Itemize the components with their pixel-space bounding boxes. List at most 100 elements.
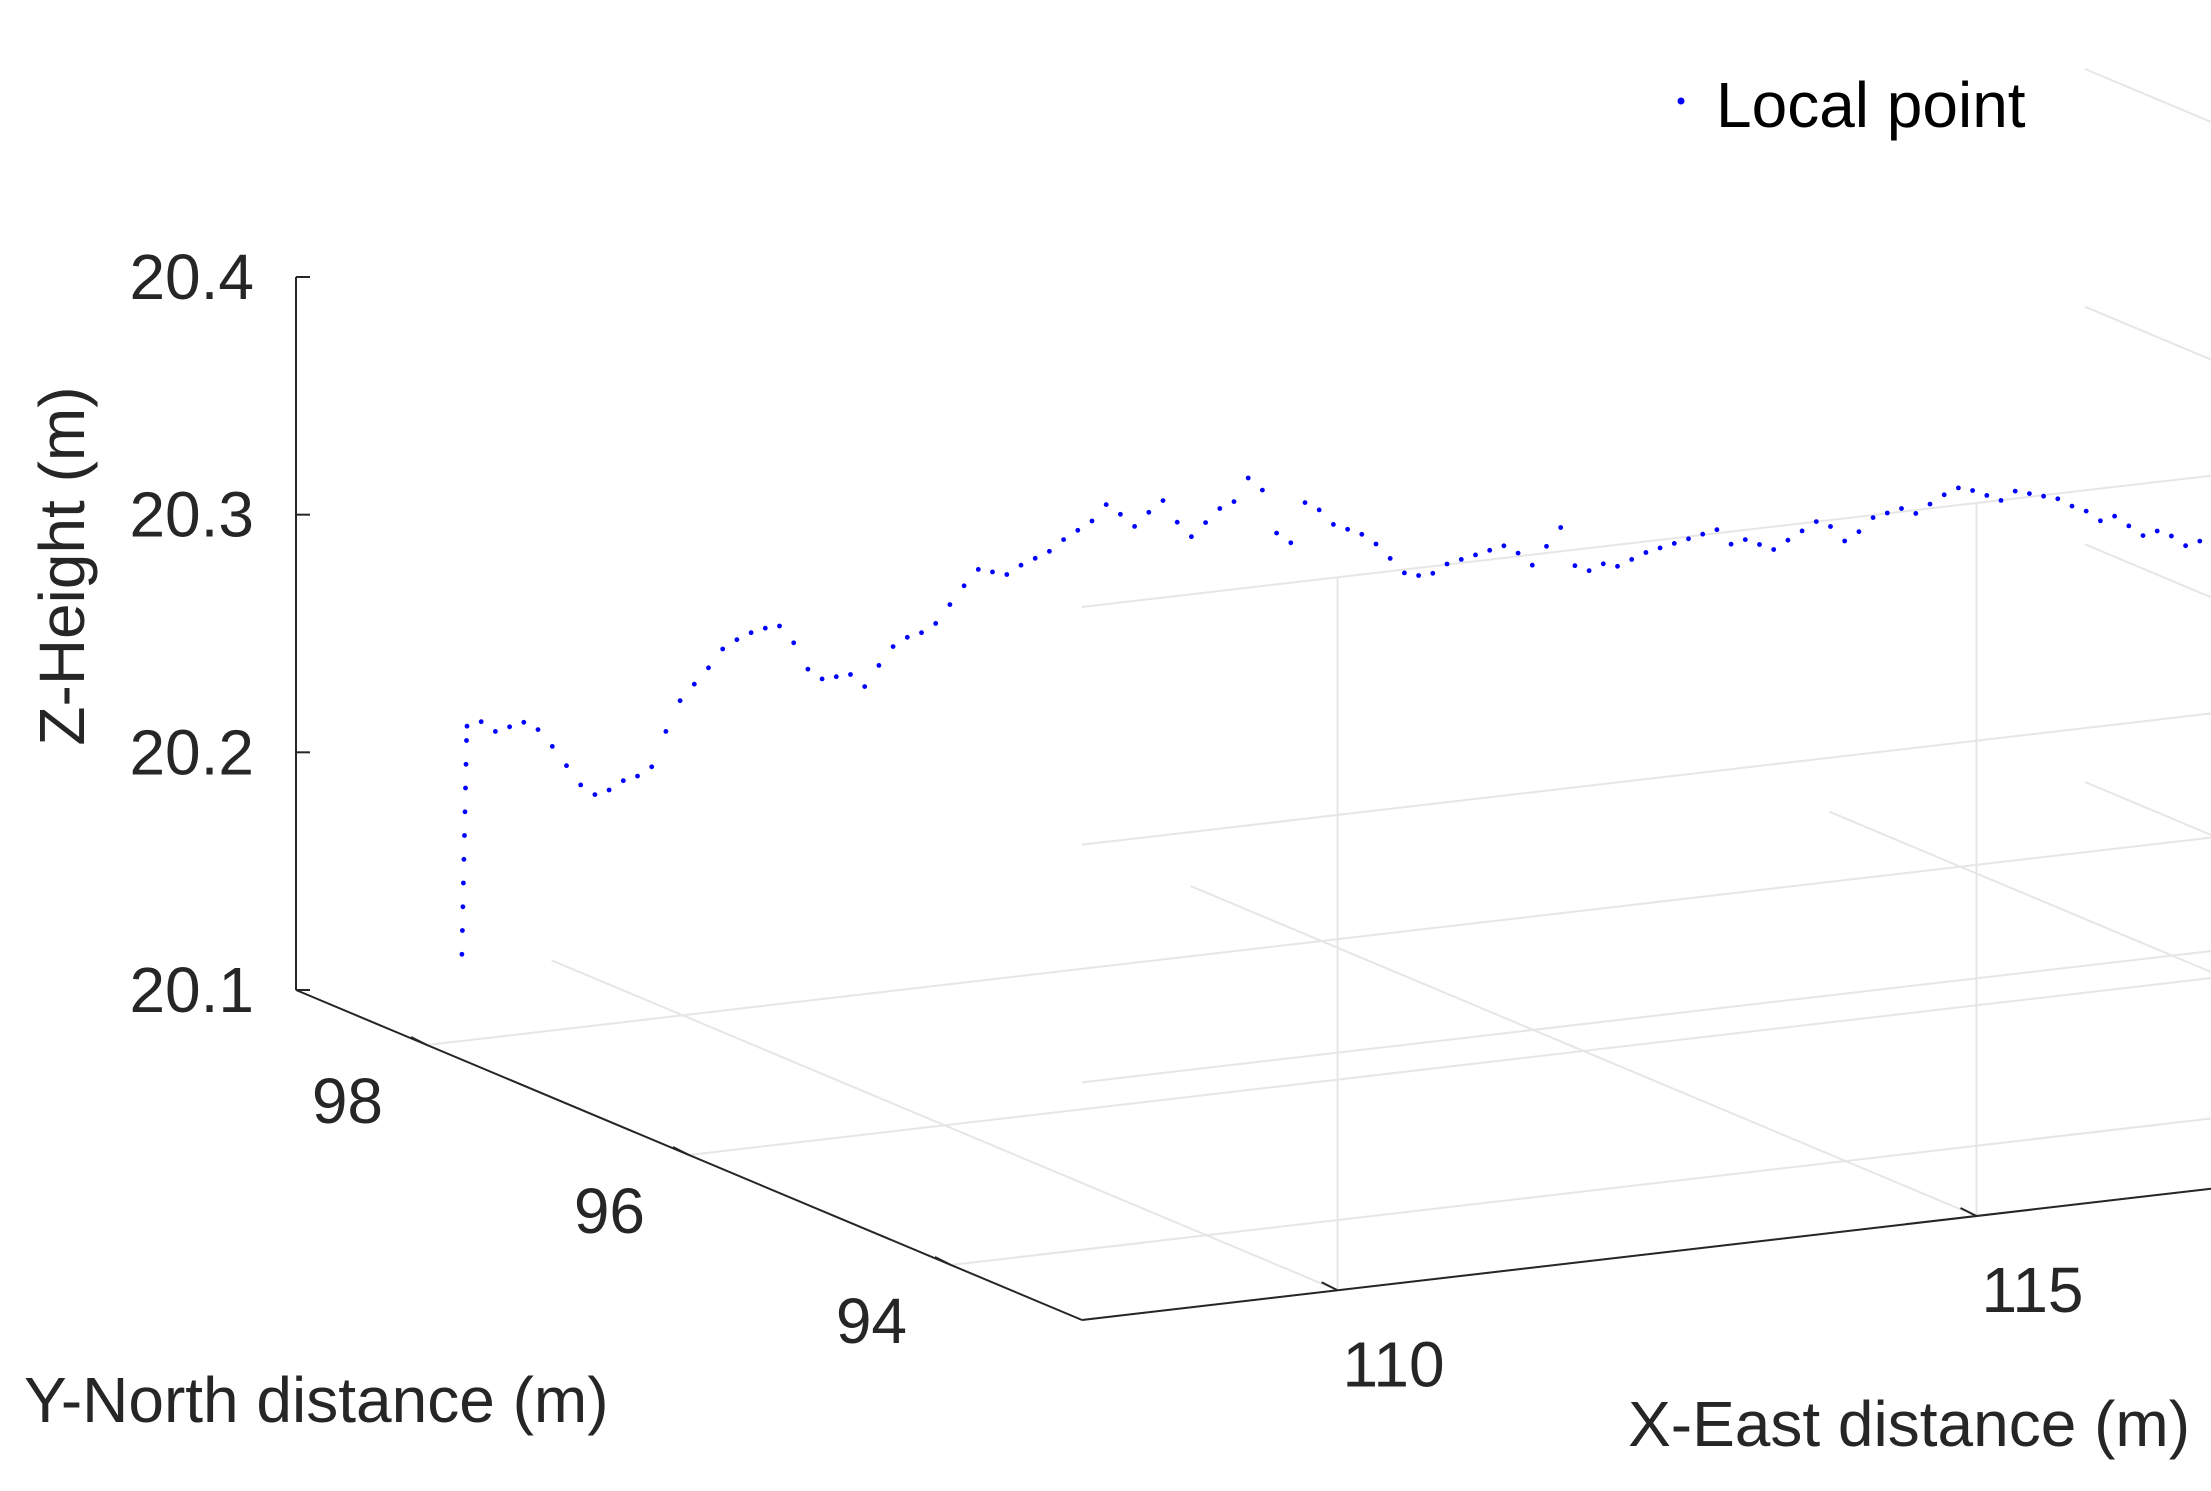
z-tick-label: 20.2 (129, 716, 254, 788)
grid-line (1081, 712, 2211, 846)
data-point (1558, 525, 1564, 530)
data-point (1274, 530, 1279, 536)
data-point (521, 719, 527, 725)
data-point (1529, 562, 1535, 568)
data-point (1544, 543, 1549, 549)
data-point (1373, 541, 1379, 547)
data-point (1870, 515, 1876, 520)
data-point (1998, 498, 2004, 503)
data-point (890, 644, 896, 649)
data-point (1686, 536, 1691, 542)
data-point (2069, 503, 2075, 509)
data-point (1032, 555, 1038, 561)
data-point (961, 583, 967, 589)
data-point (1941, 492, 1947, 498)
data-point (1160, 498, 1166, 503)
data-point (1387, 556, 1393, 561)
data-point (635, 773, 640, 779)
z-tick-label: 20.4 (129, 241, 254, 313)
grid-line (1081, 950, 2211, 1084)
data-point (464, 723, 470, 729)
data-point (493, 729, 498, 734)
data-point (1913, 511, 1919, 516)
data-point (677, 698, 683, 704)
data-point (459, 951, 465, 957)
x-axis-label: X-East distance (m) (1628, 1388, 2190, 1460)
data-point (919, 630, 924, 636)
data-point (1331, 522, 1336, 527)
data-point (862, 684, 868, 689)
data-point (1828, 524, 1833, 529)
data-point (578, 782, 584, 788)
grid-line (426, 836, 2211, 1046)
z-tick-label: 20.1 (129, 954, 254, 1026)
data-point (464, 738, 469, 743)
data-point (1984, 493, 1990, 498)
data-point (1487, 547, 1493, 553)
data-point (1217, 506, 1223, 511)
data-point (1089, 518, 1095, 524)
data-point (2169, 533, 2174, 539)
data-point (620, 778, 626, 784)
data-point (1501, 543, 1507, 549)
data-point (2126, 523, 2132, 529)
data-point (748, 630, 754, 636)
data-point (1146, 509, 1152, 515)
data-point (2027, 491, 2032, 496)
data-point (1345, 526, 1350, 532)
data-point (1203, 520, 1208, 525)
grid-line (950, 1117, 2211, 1266)
data-point (2098, 518, 2103, 524)
data-point (1458, 557, 1464, 562)
data-point (1515, 550, 1521, 556)
data-point (1970, 488, 1975, 493)
data-point (691, 681, 697, 687)
z-tick-label: 20.3 (129, 479, 254, 551)
data-point (2041, 493, 2046, 499)
grid-line (688, 977, 2211, 1156)
data-point (1813, 519, 1819, 524)
data-point (1075, 527, 1081, 533)
data-point (1118, 511, 1123, 517)
data-point (462, 833, 467, 838)
data-point (1132, 524, 1137, 529)
data-point (535, 727, 541, 732)
grid-line (1081, 474, 2211, 608)
data-point (706, 665, 711, 671)
grid-lines (426, 68, 2211, 1321)
data-point (777, 623, 782, 629)
data-point (1884, 510, 1890, 516)
data-point (1473, 552, 1478, 558)
z-axis-label: Z-Height (m) (26, 386, 98, 745)
data-point (1714, 527, 1720, 533)
data-point (1004, 572, 1010, 577)
data-point (1657, 545, 1663, 551)
data-point (1629, 557, 1635, 562)
y-axis-label: Y-North distance (m) (24, 1364, 609, 1436)
y-tick (672, 1146, 690, 1156)
data-point (947, 602, 953, 607)
data-point (2083, 508, 2089, 514)
data-point (1018, 562, 1024, 568)
data-point (1359, 531, 1365, 537)
data-point (1572, 563, 1578, 569)
data-point (507, 724, 512, 730)
data-point (663, 729, 669, 734)
data-point (1671, 541, 1677, 546)
x-tick (1960, 1207, 1977, 1217)
data-point (1416, 573, 1421, 578)
grid-line (2084, 305, 2211, 361)
data-point (904, 634, 910, 640)
data-point (549, 744, 555, 749)
data-point (1742, 537, 1748, 542)
data-point (1061, 537, 1066, 542)
data-point (2197, 538, 2203, 544)
data-point (463, 761, 469, 767)
legend-marker (1677, 97, 1685, 105)
data-point (975, 567, 981, 572)
data-point (2154, 528, 2160, 534)
data-point (1444, 561, 1450, 567)
data-point (805, 666, 811, 672)
legend: Local point (1677, 69, 2026, 141)
